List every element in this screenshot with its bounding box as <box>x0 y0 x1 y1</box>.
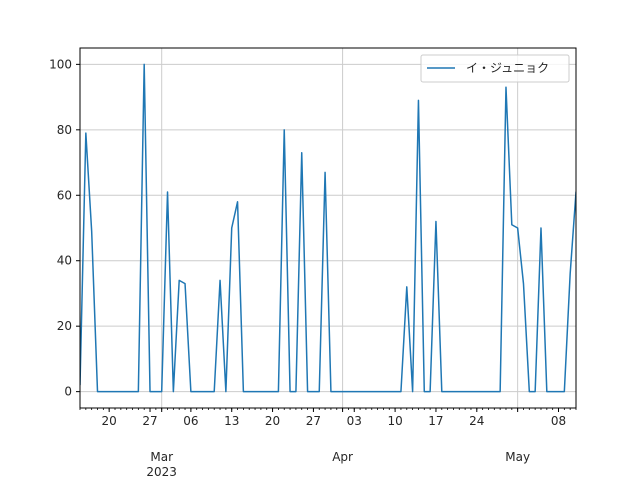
x-year-label: 2023 <box>146 465 177 479</box>
x-tick-label: 24 <box>469 414 484 428</box>
y-tick-label: 100 <box>49 57 72 71</box>
x-month-label: May <box>505 450 530 464</box>
x-tick-label: 06 <box>183 414 198 428</box>
y-tick-label: 40 <box>57 254 72 268</box>
y-tick-label: 80 <box>57 123 72 137</box>
x-tick-label: 03 <box>347 414 362 428</box>
x-tick-label: 10 <box>387 414 402 428</box>
legend-box <box>420 54 570 83</box>
legend: イ・ジュニョク <box>420 54 570 83</box>
x-month-label: Apr <box>332 450 353 464</box>
y-tick-label: 0 <box>64 385 72 399</box>
x-month-label: Mar <box>150 450 173 464</box>
x-tick-label: 20 <box>265 414 280 428</box>
x-tick-label: 17 <box>428 414 443 428</box>
y-tick-label: 20 <box>57 319 72 333</box>
x-tick-label: 13 <box>224 414 239 428</box>
x-tick-label: 20 <box>102 414 117 428</box>
legend-entry-label: イ・ジュニョク <box>466 61 549 75</box>
plot-frame <box>79 47 577 409</box>
series-layer <box>80 63 576 393</box>
x-tick-label: 27 <box>306 414 321 428</box>
x-tick-label: 08 <box>551 414 566 428</box>
series-line <box>80 63 576 393</box>
y-tick-label: 60 <box>57 188 72 202</box>
x-tick-label: 27 <box>142 414 157 428</box>
